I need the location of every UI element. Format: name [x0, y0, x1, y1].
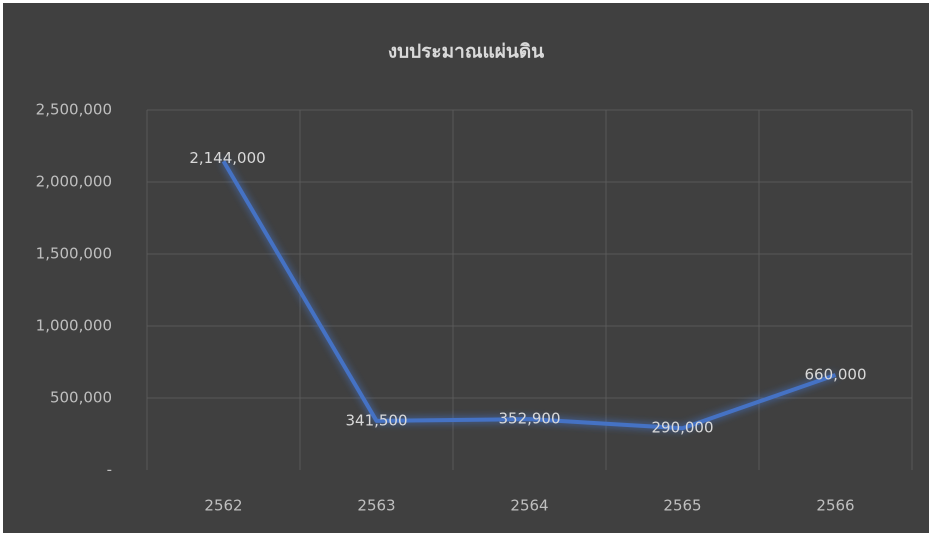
y-tick-label: - — [107, 461, 112, 479]
y-tick-label: 2,500,000 — [36, 101, 112, 119]
data-label: 341,500 — [345, 411, 407, 429]
data-label: 352,900 — [498, 410, 560, 428]
data-label: 290,000 — [651, 419, 713, 437]
x-tick-label: 2566 — [816, 497, 854, 515]
y-tick-label: 500,000 — [50, 389, 112, 407]
y-tick-label: 1,500,000 — [36, 245, 112, 263]
y-tick-label: 2,000,000 — [36, 173, 112, 191]
chart-background — [3, 3, 929, 533]
x-tick-label: 2565 — [663, 497, 701, 515]
x-tick-label: 2563 — [357, 497, 395, 515]
y-tick-label: 1,000,000 — [36, 317, 112, 335]
data-label: 660,000 — [804, 365, 866, 383]
data-label: 2,144,000 — [189, 149, 265, 167]
series-line — [221, 160, 837, 431]
chart-title: งบประมาณแผ่นดิน — [388, 41, 544, 63]
x-tick-label: 2562 — [204, 497, 242, 515]
x-tick-label: 2564 — [510, 497, 548, 515]
